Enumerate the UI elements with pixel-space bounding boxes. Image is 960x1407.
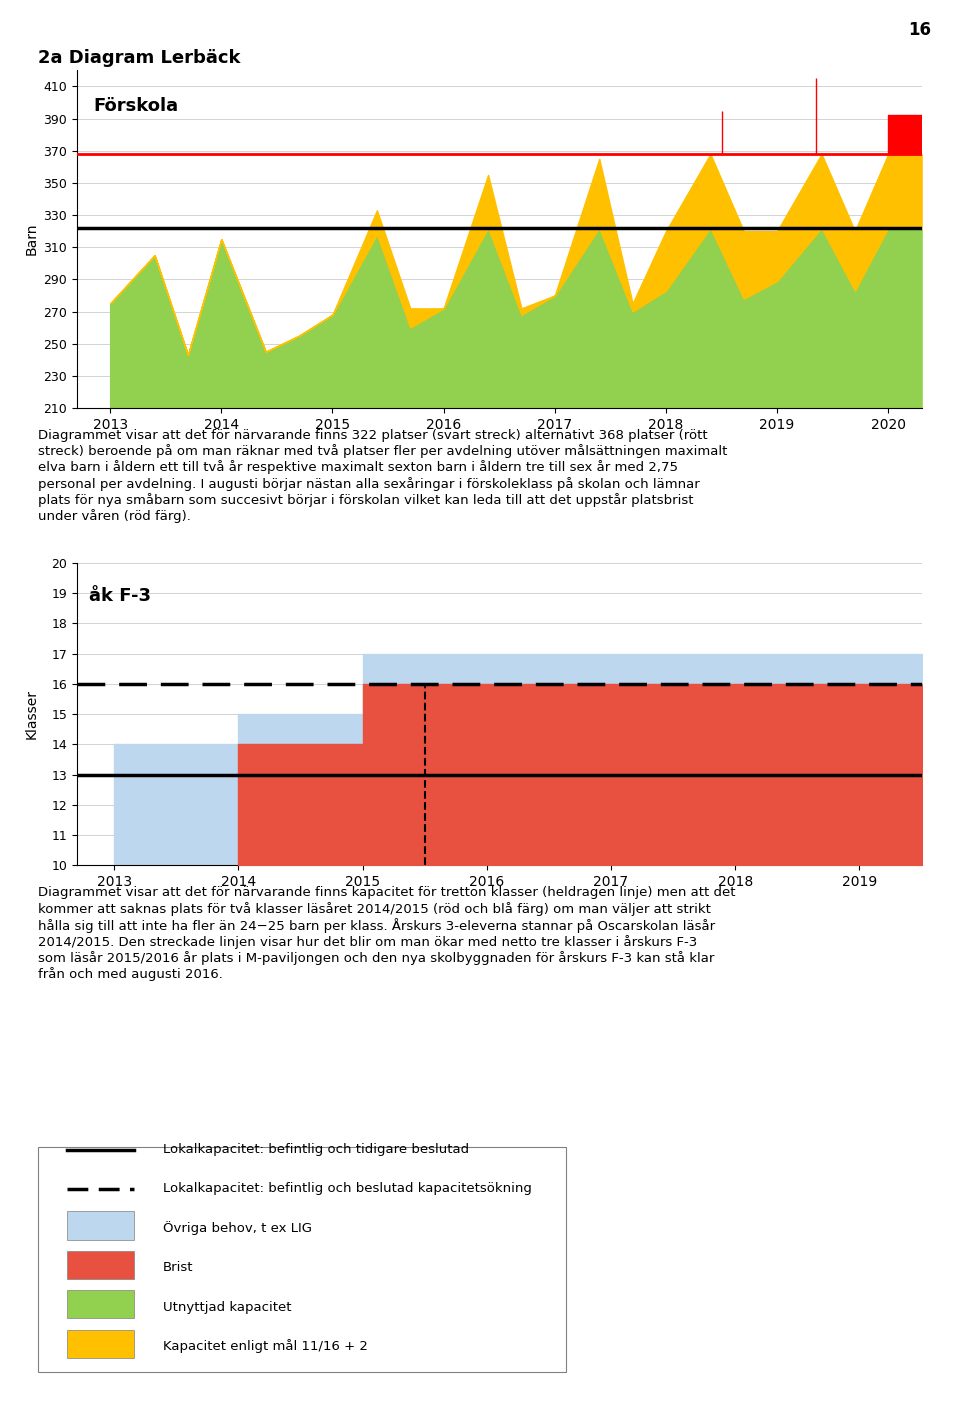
Text: Övriga behov, t ex LIG: Övriga behov, t ex LIG [163, 1221, 312, 1235]
Y-axis label: Klasser: Klasser [25, 689, 38, 739]
Text: 16: 16 [908, 21, 931, 39]
Text: 2a Diagram Lerbäck: 2a Diagram Lerbäck [38, 49, 241, 68]
Text: Kapacitet enligt mål 11/16 + 2: Kapacitet enligt mål 11/16 + 2 [163, 1339, 368, 1354]
Text: Brist: Brist [163, 1261, 194, 1275]
Text: åk F-3: åk F-3 [89, 587, 152, 605]
Text: Förskola: Förskola [94, 97, 179, 115]
Text: Diagrammet visar att det för närvarande finns kapacitet för tretton klasser (hel: Diagrammet visar att det för närvarande … [38, 886, 736, 982]
Text: Utnyttjad kapacitet: Utnyttjad kapacitet [163, 1300, 292, 1314]
Text: Lokalkapacitet: befintlig och tidigare beslutad: Lokalkapacitet: befintlig och tidigare b… [163, 1142, 469, 1157]
Text: Diagrammet visar att det för närvarande finns 322 platser (svart streck) alterna: Diagrammet visar att det för närvarande … [38, 429, 728, 523]
Text: Lokalkapacitet: befintlig och beslutad kapacitetsökning: Lokalkapacitet: befintlig och beslutad k… [163, 1182, 532, 1196]
Y-axis label: Barn: Barn [25, 222, 38, 256]
